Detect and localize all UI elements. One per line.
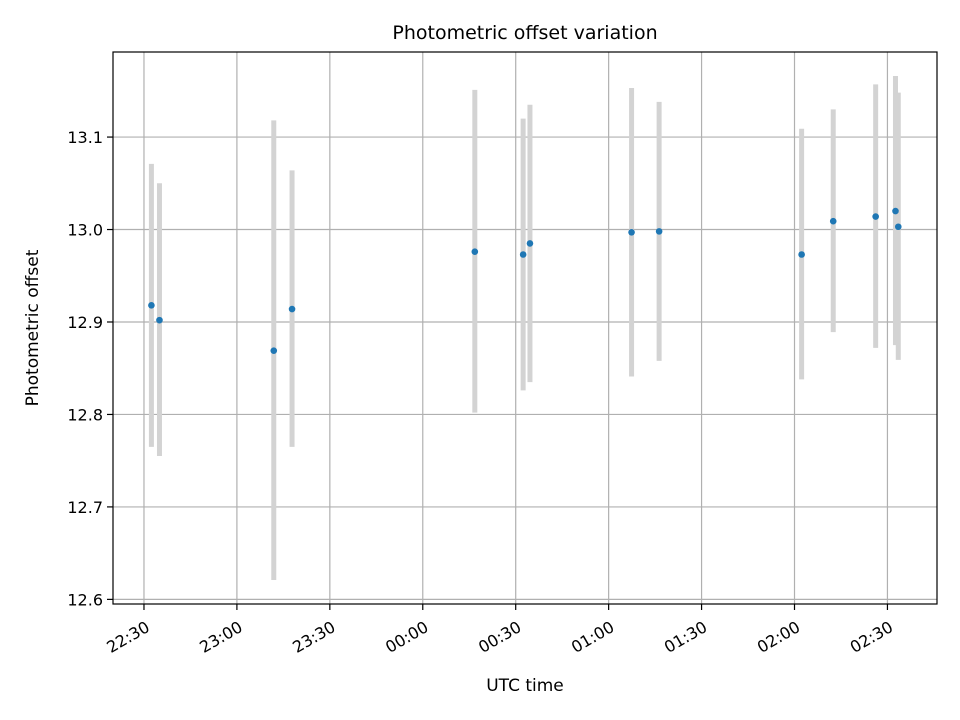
data-point [519,251,527,258]
y-tick-label: 12.8 [67,405,103,424]
data-point [892,207,899,215]
plot-frame [112,51,938,605]
data-point [156,316,163,324]
y-axis: 12.6 12.7 12.8 12.9 13.0 13.1 [67,128,113,609]
y-tick-label: 13.1 [67,128,103,147]
data-point [655,228,663,235]
data-point [829,217,837,225]
data-point [628,229,635,236]
data-point [471,248,479,256]
y-axis-label: Photometric offset [23,249,43,406]
data-points [148,207,902,354]
data-point [148,302,155,309]
data-point [270,347,278,354]
data-point [526,240,534,247]
x-axis-label: UTC time [486,676,564,696]
y-tick-label: 12.9 [67,313,103,332]
data-point [798,251,805,258]
data-point [872,213,879,220]
chart-title: Photometric offset variation [392,22,657,44]
y-tick-label: 12.6 [67,590,103,609]
data-point [894,223,902,231]
y-tick-label: 13.0 [67,221,103,240]
y-tick-label: 12.7 [67,498,103,517]
data-point [288,305,296,313]
